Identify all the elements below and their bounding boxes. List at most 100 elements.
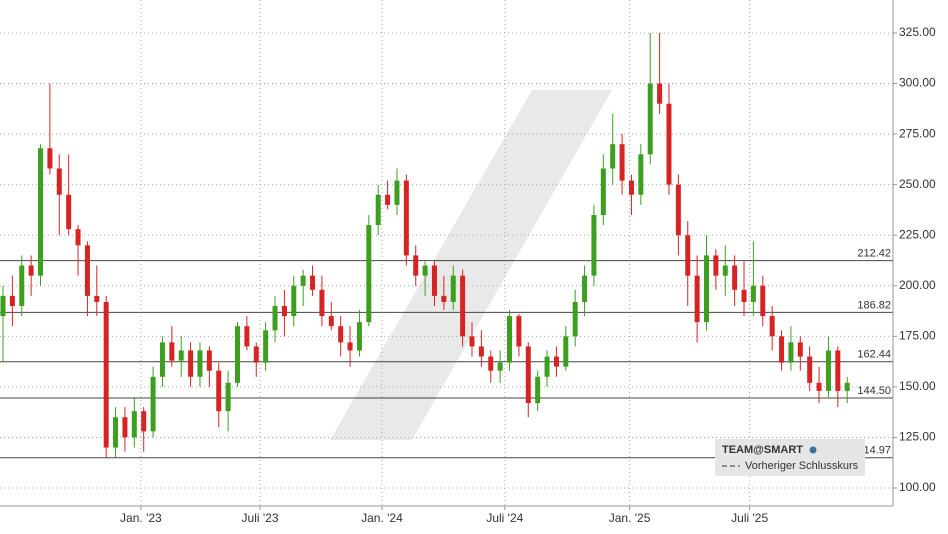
candle-body xyxy=(628,180,634,195)
candle-body xyxy=(460,275,466,337)
candle-body xyxy=(178,350,184,361)
candle-body xyxy=(647,83,653,155)
candle-body xyxy=(47,148,53,169)
candle-body xyxy=(347,342,353,351)
candle-body xyxy=(338,326,344,343)
candle-body xyxy=(675,184,681,236)
candle-body xyxy=(816,382,822,391)
candle-body xyxy=(535,376,541,404)
candle-body xyxy=(572,301,578,337)
candle-body xyxy=(300,275,306,286)
legend: TEAM@SMART Vorheriger Schlusskurs xyxy=(715,439,865,476)
candle-body xyxy=(150,376,156,432)
x-tick-label: Juli '24 xyxy=(486,511,523,525)
candle-body xyxy=(225,382,231,412)
candle-body xyxy=(197,350,203,377)
candle-body xyxy=(281,305,287,317)
reference-label: 186.82 xyxy=(857,299,891,311)
candle-body xyxy=(694,275,700,323)
candle-body xyxy=(685,235,691,276)
candle-body xyxy=(544,356,550,377)
candle-body xyxy=(422,265,428,276)
candle-body xyxy=(450,275,456,302)
candle-body xyxy=(216,370,222,412)
y-tick-label: 275.00 xyxy=(899,126,936,140)
candle-body xyxy=(600,168,606,215)
x-tick-label: Jan. '23 xyxy=(120,511,162,525)
candle-body xyxy=(666,103,672,185)
reference-label: 162.44 xyxy=(857,349,891,361)
x-tick-label: Juli '25 xyxy=(731,511,768,525)
candle-body xyxy=(713,255,719,276)
candle-body xyxy=(591,214,597,276)
candle-body xyxy=(103,301,109,448)
y-tick-label: 325.00 xyxy=(899,25,936,39)
candle-body xyxy=(469,336,475,347)
candle-body xyxy=(394,180,400,205)
candle-body xyxy=(375,194,381,226)
candle-body xyxy=(9,295,15,306)
watermark xyxy=(330,90,612,440)
candle-body xyxy=(704,255,709,323)
reference-label: 212.42 xyxy=(857,248,891,260)
candle-body xyxy=(835,350,841,391)
candle-body xyxy=(760,285,766,317)
y-tick-label: 200.00 xyxy=(899,278,936,292)
candle-body xyxy=(385,194,391,205)
candle-body xyxy=(94,295,100,302)
y-tick-label: 125.00 xyxy=(899,430,936,444)
candle-body xyxy=(131,411,137,438)
candle-body xyxy=(732,265,738,290)
candle-body xyxy=(441,295,447,302)
candle-body xyxy=(169,342,175,361)
x-tick-label: Jan. '24 xyxy=(361,511,403,525)
candle-body xyxy=(366,225,372,323)
legend-title: TEAM@SMART xyxy=(722,444,803,456)
candle-body xyxy=(0,295,6,317)
candle-body xyxy=(657,83,663,104)
y-tick-label: 175.00 xyxy=(899,328,936,342)
reference-label: 114.97 xyxy=(858,445,891,457)
candle-body xyxy=(272,305,278,331)
candle-body xyxy=(844,382,850,391)
candle-body xyxy=(507,316,513,363)
candle-body xyxy=(750,285,756,302)
candle-body xyxy=(253,346,259,363)
candle-body xyxy=(113,417,119,448)
y-tick-label: 225.00 xyxy=(899,227,936,241)
candle-body xyxy=(610,144,616,169)
candle-body xyxy=(807,356,813,383)
candle-body xyxy=(582,275,588,302)
candle-body xyxy=(553,356,559,367)
candle-body xyxy=(413,255,419,276)
x-tick-label: Jan. '25 xyxy=(609,511,651,525)
candle-body xyxy=(56,168,62,195)
candle-body xyxy=(38,148,44,276)
candle-body xyxy=(769,316,775,337)
candle-body xyxy=(638,154,644,195)
candle-body xyxy=(328,316,334,327)
candle-body xyxy=(141,411,147,432)
y-tick-label: 250.00 xyxy=(899,177,936,191)
y-tick-label: 100.00 xyxy=(899,480,936,494)
candle-body xyxy=(28,265,34,276)
candle-body xyxy=(122,417,128,438)
candle-body xyxy=(525,346,531,404)
reference-label: 144.50 xyxy=(857,385,891,397)
candle-body xyxy=(75,229,81,246)
candle-body xyxy=(66,194,72,230)
candle-body xyxy=(741,289,747,302)
candle-body xyxy=(431,265,437,296)
candle-body xyxy=(563,336,569,367)
y-tick-label: 150.00 xyxy=(899,379,936,393)
candle-body xyxy=(84,245,90,296)
candle-body xyxy=(478,346,484,357)
legend-item: Vorheriger Schlusskurs xyxy=(745,460,859,472)
candle-body xyxy=(797,342,803,357)
y-tick-label: 300.00 xyxy=(899,76,936,90)
x-tick-label: Juli '23 xyxy=(242,511,279,525)
candle-body xyxy=(619,144,625,181)
candle-body xyxy=(497,362,503,371)
candle-body xyxy=(779,336,785,363)
